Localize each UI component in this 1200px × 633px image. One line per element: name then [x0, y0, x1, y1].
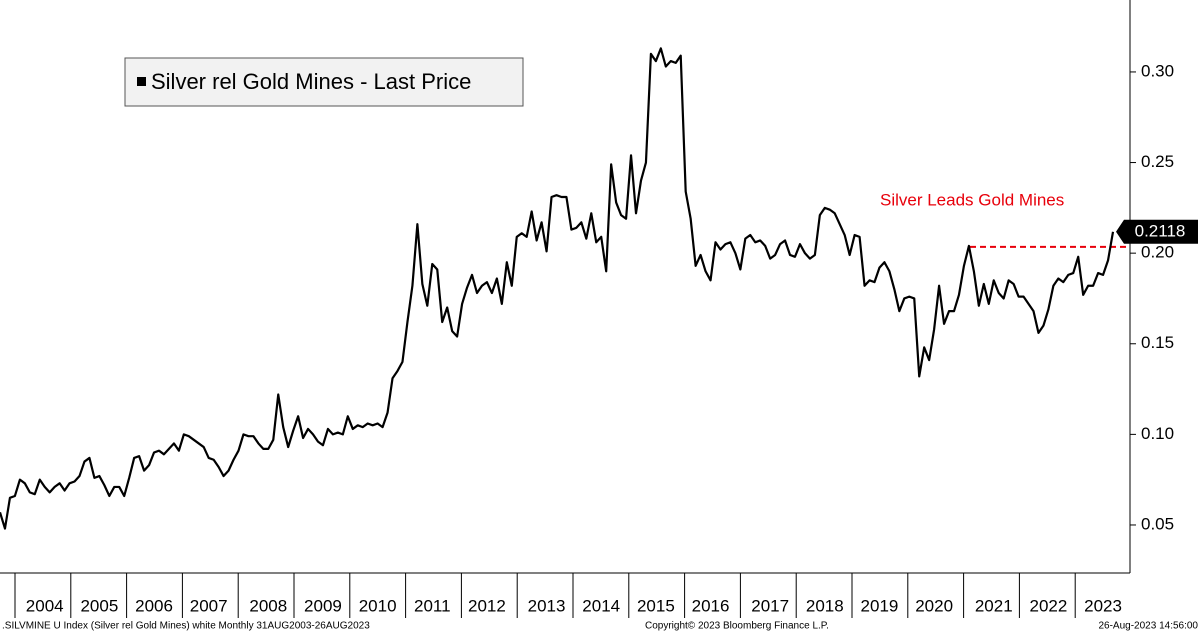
x-tick-label: 2013 — [528, 596, 566, 615]
x-tick-label: 2011 — [414, 596, 451, 615]
footer-center: Copyright© 2023 Bloomberg Finance L.P. — [645, 621, 829, 632]
x-tick-label: 2007 — [190, 596, 228, 615]
last-value-box — [1116, 219, 1198, 244]
x-tick-label: 2012 — [468, 596, 506, 615]
footer-right: 26-Aug-2023 14:56:00 — [1098, 621, 1198, 632]
x-tick-label: 2004 — [26, 596, 64, 615]
x-tick-label: 2019 — [861, 596, 899, 615]
footer-left: .SILVMINE U Index (Silver rel Gold Mines… — [2, 621, 370, 632]
x-tick-label: 2010 — [359, 596, 397, 615]
x-tick-label: 2014 — [582, 596, 620, 615]
annotation: Silver Leads Gold Mines — [880, 190, 1064, 209]
x-tick-label: 2017 — [751, 596, 789, 615]
x-tick-label: 2021 — [975, 596, 1013, 615]
y-tick-label: 0.25 — [1141, 152, 1174, 171]
x-tick-label: 2022 — [1029, 596, 1067, 615]
legend-box — [124, 57, 524, 107]
y-tick-label: 0.20 — [1141, 243, 1174, 262]
x-tick-label: 2018 — [806, 596, 844, 615]
last-value-label: 0.2118 — [1135, 221, 1186, 240]
x-tick-label: 2016 — [692, 596, 730, 615]
y-tick-label: 0.05 — [1141, 514, 1174, 533]
legend-swatch — [137, 77, 146, 86]
x-tick-label: 2008 — [249, 596, 287, 615]
x-tick-label: 2015 — [637, 596, 675, 615]
legend-label: Silver rel Gold Mines - Last Price — [151, 69, 471, 94]
x-tick-label: 2023 — [1084, 596, 1122, 615]
series-line — [0, 47, 1115, 530]
y-tick-label: 0.30 — [1141, 61, 1174, 80]
y-tick-label: 0.10 — [1141, 424, 1174, 443]
x-tick-label: 2005 — [80, 596, 118, 615]
x-tick-label: 2006 — [135, 596, 173, 615]
legend: Silver rel Gold Mines - Last Price — [124, 57, 524, 107]
y-tick-label: 0.15 — [1141, 333, 1174, 352]
x-tick-label: 2009 — [304, 596, 342, 615]
x-tick-label: 2020 — [915, 596, 953, 615]
